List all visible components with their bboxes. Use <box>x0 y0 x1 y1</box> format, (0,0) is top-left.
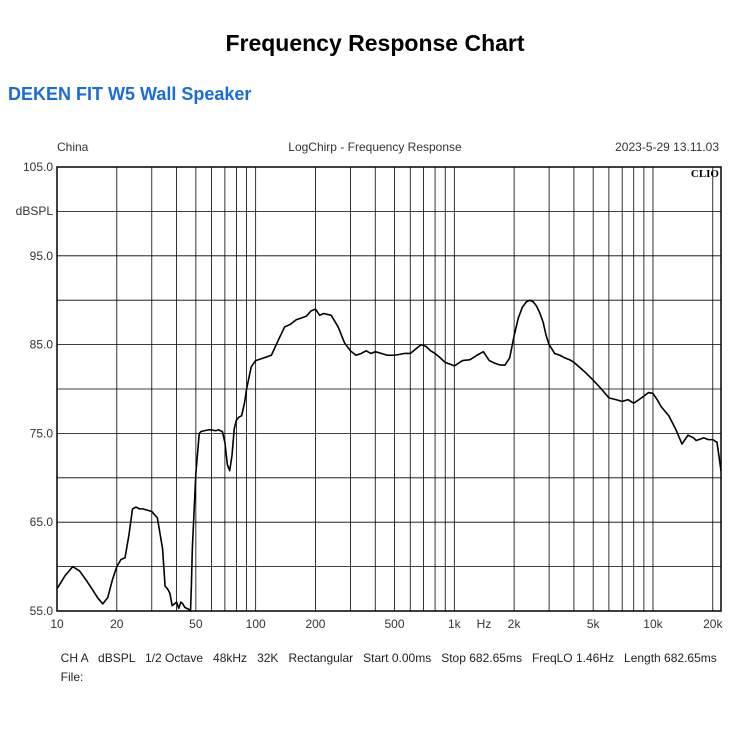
y-axis-unit: dBSPL <box>16 204 54 218</box>
y-tick-label: 105.0 <box>23 160 53 174</box>
x-tick-label: 1k <box>448 617 462 631</box>
header-left: China <box>57 140 89 154</box>
header-right: 2023-5-29 13.11.03 <box>615 140 719 154</box>
x-tick-label: 200 <box>305 617 325 631</box>
y-tick-label: 75.0 <box>30 426 54 440</box>
y-tick-label: 55.0 <box>30 604 54 618</box>
curve-layer <box>56 299 722 612</box>
footer-file: File: <box>54 656 84 684</box>
x-tick-label: 10 <box>50 617 64 631</box>
grid-lines <box>57 167 721 611</box>
x-tick-label: 5k <box>587 617 601 631</box>
y-tick-label: 65.0 <box>30 515 54 529</box>
x-tick-label: 20k <box>703 617 723 631</box>
footer-smoothing: 1/2 Octave <box>144 651 204 665</box>
footer-start: Start 0.00ms <box>363 651 432 665</box>
footer-unit: dBSPL <box>98 651 135 665</box>
x-axis-unit: Hz <box>477 617 492 631</box>
footer-length: Length 682.65ms <box>624 651 717 665</box>
plot-frame <box>56 166 722 612</box>
product-subtitle: DEKEN FIT W5 Wall Speaker <box>8 84 252 104</box>
footer-file-label: File: <box>60 670 84 684</box>
x-tick-label: 10k <box>643 617 663 631</box>
clio-brand: CLIO <box>691 168 720 180</box>
footer-channel: CH A <box>60 651 89 665</box>
y-tick-label: 95.0 <box>30 249 54 263</box>
label-layer: 105.0 95.0 85.0 75.0 65.0 55.010 20 50 100 200 500… <box>23 160 723 631</box>
footer-stop: Stop 682.65ms <box>441 651 522 665</box>
footer-size: 32K <box>257 651 279 665</box>
y-tick-label: 85.0 <box>30 338 54 352</box>
footer-params: CH A dBSPL 1/2 Octave 48kHz 32K Rectangu… <box>54 637 717 665</box>
x-tick-label: 500 <box>384 617 404 631</box>
x-tick-label: 20 <box>110 617 124 631</box>
x-tick-label: 100 <box>246 617 266 631</box>
x-tick-label: 50 <box>189 617 203 631</box>
frequency-response-curve <box>56 299 722 612</box>
footer-rate: 48kHz <box>213 651 248 665</box>
footer-window: Rectangular <box>288 651 354 665</box>
footer-freqlo: FreqLO 1.46Hz <box>531 651 614 665</box>
page-title: Frequency Response Chart <box>225 30 525 56</box>
x-tick-label: 2k <box>508 617 522 631</box>
chart-title: LogChirp - Frequency Response <box>288 140 462 154</box>
